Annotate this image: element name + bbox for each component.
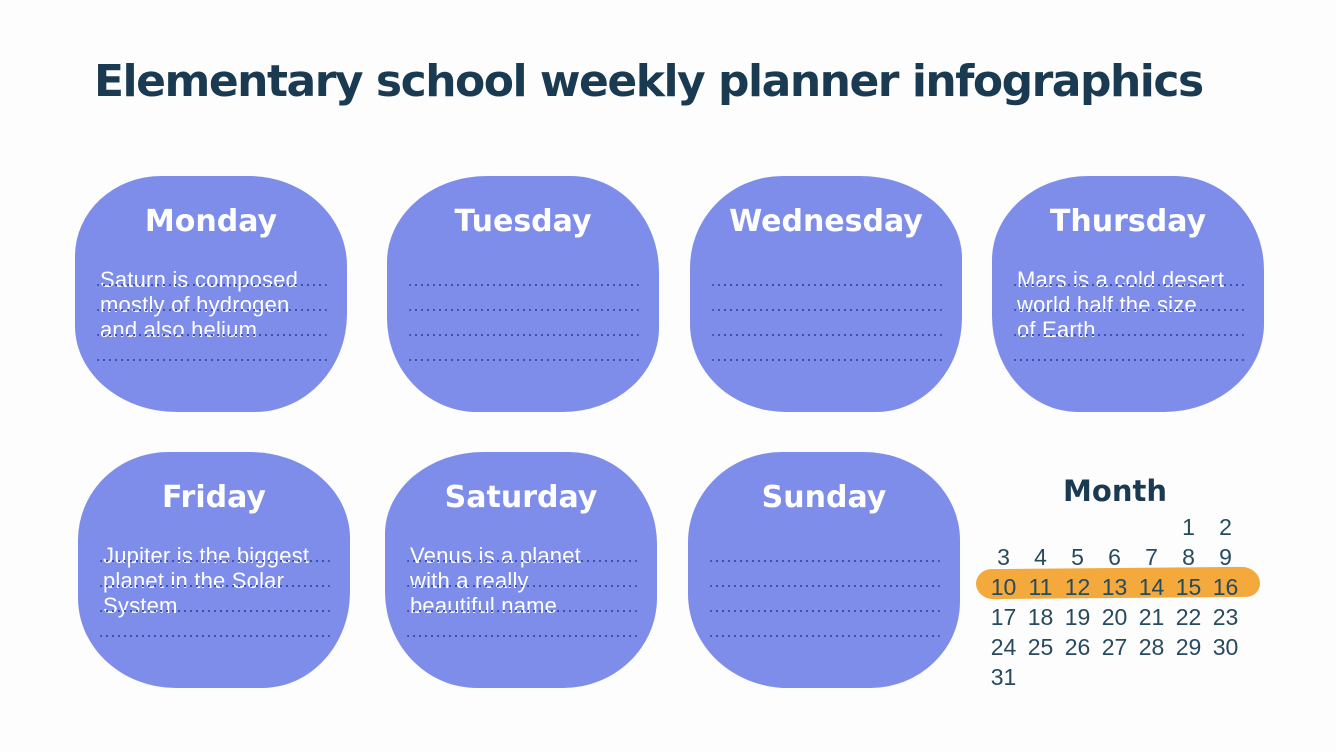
calendar-day[interactable]: 11 bbox=[1028, 573, 1053, 600]
calendar-day[interactable]: 6 bbox=[1108, 543, 1121, 570]
note-line[interactable] bbox=[712, 336, 942, 361]
calendar-day[interactable]: 21 bbox=[1138, 603, 1165, 630]
calendar-day bbox=[1096, 512, 1133, 542]
calendar-day bbox=[1059, 662, 1096, 692]
note-line[interactable]: Saturn is composed bbox=[97, 261, 327, 291]
calendar-day[interactable]: 13 bbox=[1101, 573, 1128, 600]
note-lines bbox=[710, 537, 940, 637]
day-title: Thursday bbox=[1049, 204, 1207, 239]
note-line[interactable]: of Earth bbox=[1014, 311, 1244, 341]
calendar-day[interactable]: 24 bbox=[990, 633, 1017, 660]
calendar-day[interactable]: 25 bbox=[1027, 633, 1054, 660]
calendar-day bbox=[1170, 662, 1207, 692]
calendar-day[interactable]: 2 bbox=[1219, 513, 1232, 540]
calendar-day bbox=[1133, 512, 1170, 542]
day-title: Friday bbox=[161, 480, 266, 515]
calendar-day[interactable]: 27 bbox=[1101, 633, 1128, 660]
calendar-day[interactable]: 3 bbox=[997, 543, 1010, 570]
note-line[interactable]: beautiful name bbox=[407, 587, 637, 617]
calendar-day[interactable]: 16 bbox=[1212, 573, 1239, 600]
calendar-day[interactable]: 20 bbox=[1101, 603, 1128, 630]
calendar-day[interactable]: 18 bbox=[1027, 603, 1054, 630]
calendar-day bbox=[985, 512, 1022, 542]
note-line[interactable] bbox=[712, 261, 942, 286]
note-line[interactable]: Jupiter is the biggest bbox=[100, 537, 330, 567]
note-line[interactable] bbox=[1014, 336, 1244, 361]
calendar-day[interactable]: 17 bbox=[990, 603, 1017, 630]
calendar-day bbox=[1207, 662, 1244, 692]
day-title: Sunday bbox=[761, 480, 887, 515]
note-line[interactable]: planet in the Solar bbox=[100, 562, 330, 592]
day-title: Wednesday bbox=[729, 204, 923, 239]
calendar-day[interactable]: 22 bbox=[1175, 603, 1202, 630]
calendar-day[interactable]: 1 bbox=[1182, 513, 1195, 540]
note-line[interactable] bbox=[100, 612, 330, 637]
day-card: Wednesday bbox=[690, 176, 962, 412]
calendar-day[interactable]: 19 bbox=[1064, 603, 1091, 630]
note-line[interactable] bbox=[710, 562, 940, 587]
day-card: Monday Saturn is composed mostly of hydr… bbox=[75, 176, 347, 412]
calendar-day bbox=[1133, 662, 1170, 692]
calendar-day[interactable]: 26 bbox=[1064, 633, 1091, 660]
calendar-day[interactable]: 9 bbox=[1219, 543, 1232, 570]
note-line[interactable] bbox=[409, 286, 639, 311]
calendar-day[interactable]: 4 bbox=[1034, 543, 1047, 570]
calendar-day[interactable]: 31 bbox=[990, 663, 1017, 690]
calendar-day[interactable]: 10 bbox=[990, 573, 1017, 600]
day-title: Saturday bbox=[444, 480, 598, 515]
day-card: Sunday bbox=[688, 452, 960, 688]
note-lines: Venus is a planet with a really beautifu… bbox=[407, 537, 637, 637]
note-line[interactable]: Venus is a planet bbox=[407, 537, 637, 567]
note-line[interactable] bbox=[710, 612, 940, 637]
note-line[interactable] bbox=[409, 336, 639, 361]
day-card: Thursday Mars is a cold desert world hal… bbox=[992, 176, 1264, 412]
day-title: Tuesday bbox=[454, 204, 592, 239]
note-lines bbox=[712, 261, 942, 361]
calendar-day bbox=[1022, 512, 1059, 542]
calendar-day[interactable]: 12 bbox=[1064, 573, 1091, 600]
note-line[interactable]: world half the size bbox=[1014, 286, 1244, 316]
calendar-title: Month bbox=[1063, 474, 1167, 508]
note-line[interactable] bbox=[712, 311, 942, 336]
day-card: Friday Jupiter is the biggest planet in … bbox=[78, 452, 350, 688]
note-line[interactable] bbox=[407, 612, 637, 637]
calendar-day[interactable]: 14 bbox=[1138, 573, 1165, 600]
note-line[interactable]: with a really bbox=[407, 562, 637, 592]
note-line[interactable] bbox=[409, 311, 639, 336]
calendar-grid: 1 2 3 4 5 6 7 8 9 10 11 12 13 14 15 16 17 18 19 20 21 22 23 24 2… bbox=[975, 512, 1261, 692]
note-lines: Jupiter is the biggest planet in the Sol… bbox=[100, 537, 330, 637]
calendar-day[interactable]: 15 bbox=[1175, 573, 1202, 600]
note-line[interactable]: and also helium bbox=[97, 311, 327, 341]
page-title: Elementary school weekly planner infogra… bbox=[94, 56, 1204, 107]
calendar-day[interactable]: 30 bbox=[1212, 633, 1239, 660]
day-title: Monday bbox=[144, 204, 278, 239]
calendar-day[interactable]: 28 bbox=[1138, 633, 1165, 660]
day-card: Saturday Venus is a planet with a really… bbox=[385, 452, 657, 688]
calendar-day[interactable]: 23 bbox=[1212, 603, 1239, 630]
calendar-day bbox=[1059, 512, 1096, 542]
note-line[interactable] bbox=[97, 336, 327, 361]
note-line[interactable]: mostly of hydrogen bbox=[97, 286, 327, 316]
calendar-day bbox=[1096, 662, 1133, 692]
note-line[interactable]: Mars is a cold desert bbox=[1014, 261, 1244, 291]
calendar-day[interactable]: 8 bbox=[1182, 543, 1195, 570]
note-line[interactable] bbox=[712, 286, 942, 311]
calendar-day bbox=[1022, 662, 1059, 692]
note-line[interactable] bbox=[710, 537, 940, 562]
month-calendar: Month 1 2 3 4 5 6 7 8 9 10 11 12 13 14 15 16 17 18 19 20 21 2… bbox=[975, 474, 1261, 692]
calendar-day[interactable]: 5 bbox=[1071, 543, 1084, 570]
note-lines: Mars is a cold desert world half the siz… bbox=[1014, 261, 1244, 361]
calendar-day[interactable]: 29 bbox=[1175, 633, 1202, 660]
note-lines bbox=[409, 261, 639, 361]
calendar-day[interactable]: 7 bbox=[1145, 543, 1158, 570]
note-lines: Saturn is composed mostly of hydrogen an… bbox=[97, 261, 327, 361]
day-card: Tuesday bbox=[387, 176, 659, 412]
note-line[interactable]: System bbox=[100, 587, 330, 617]
note-line[interactable] bbox=[409, 261, 639, 286]
note-line[interactable] bbox=[710, 587, 940, 612]
